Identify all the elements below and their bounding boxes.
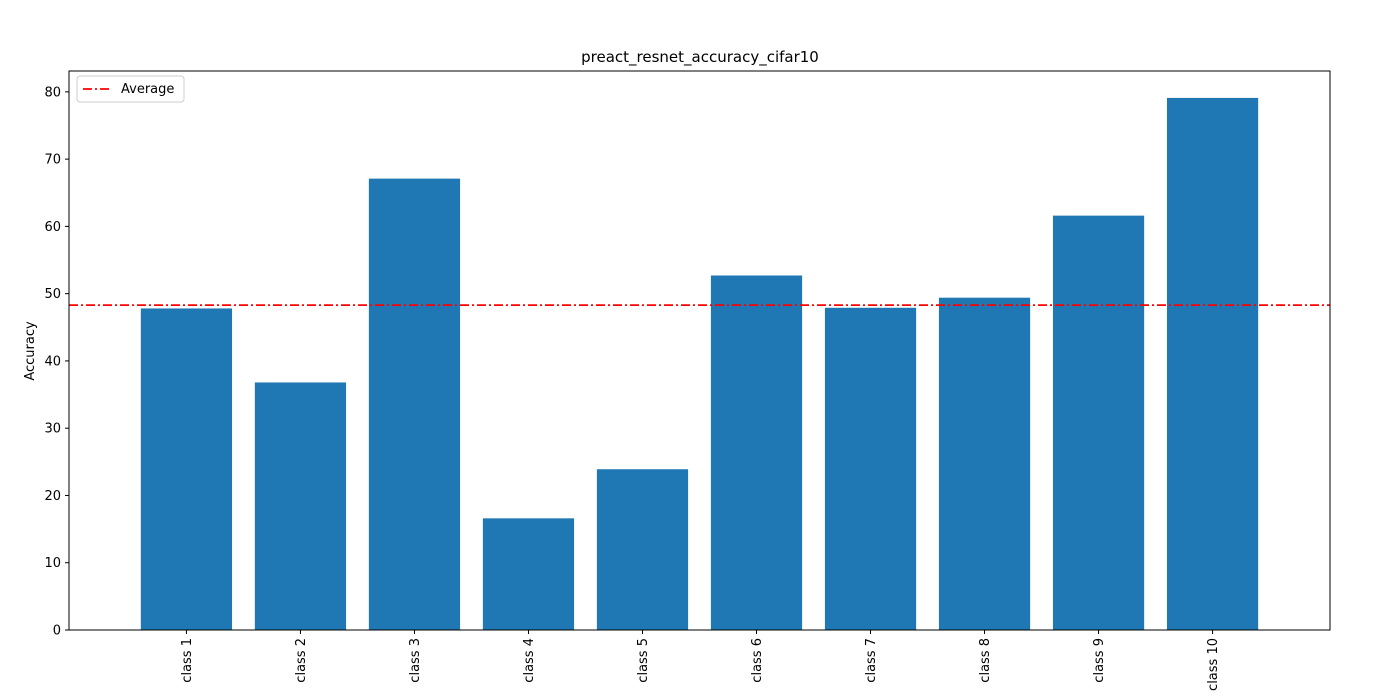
legend: Average [76, 75, 185, 103]
x-tick-label-5: class 5 [636, 638, 651, 683]
bar-10 [1166, 97, 1259, 630]
y-axis-label: Accuracy [23, 321, 38, 381]
y-tick-label-8: 80 [44, 85, 61, 100]
chart-title: preact_resnet_accuracy_cifar10 [581, 48, 819, 67]
x-tick-label-6: class 6 [750, 638, 765, 683]
bar-8 [938, 297, 1031, 630]
y-tick-label-0: 0 [53, 624, 61, 639]
y-tick-label-1: 10 [44, 556, 61, 571]
y-tick-label-5: 50 [44, 287, 61, 302]
y-tick-label-4: 40 [44, 354, 61, 369]
legend-average-label: Average [121, 82, 174, 97]
x-tick-label-4: class 4 [522, 638, 537, 683]
x-tick-label-2: class 2 [294, 638, 309, 683]
legend-box [76, 75, 185, 103]
x-tick-label-8: class 8 [978, 638, 993, 683]
x-tick-label-10: class 10 [1206, 638, 1221, 691]
bar-9 [1052, 215, 1145, 630]
y-tick-label-3: 30 [44, 422, 61, 437]
bar-7 [824, 307, 917, 630]
y-tick-label-7: 70 [44, 153, 61, 168]
x-tick-label-3: class 3 [408, 638, 423, 683]
bar-6 [710, 275, 803, 630]
x-tick-label-9: class 9 [1092, 638, 1107, 683]
plot-frame [68, 70, 1331, 631]
bar-5 [596, 469, 689, 630]
bar-4 [482, 518, 575, 630]
axes-layer: 0 10 20 30 40 50 60 70 80 class 1 class 2 class 3 cl… [44, 70, 1331, 691]
y-tick-label-6: 60 [44, 220, 61, 235]
y-tick-label-2: 20 [44, 489, 61, 504]
bar-3 [368, 178, 461, 630]
bar-2 [254, 382, 347, 630]
bar-1 [140, 308, 233, 630]
x-tick-label-7: class 7 [864, 638, 879, 683]
x-tick-label-1: class 1 [180, 638, 195, 683]
bars-layer [140, 97, 1259, 630]
